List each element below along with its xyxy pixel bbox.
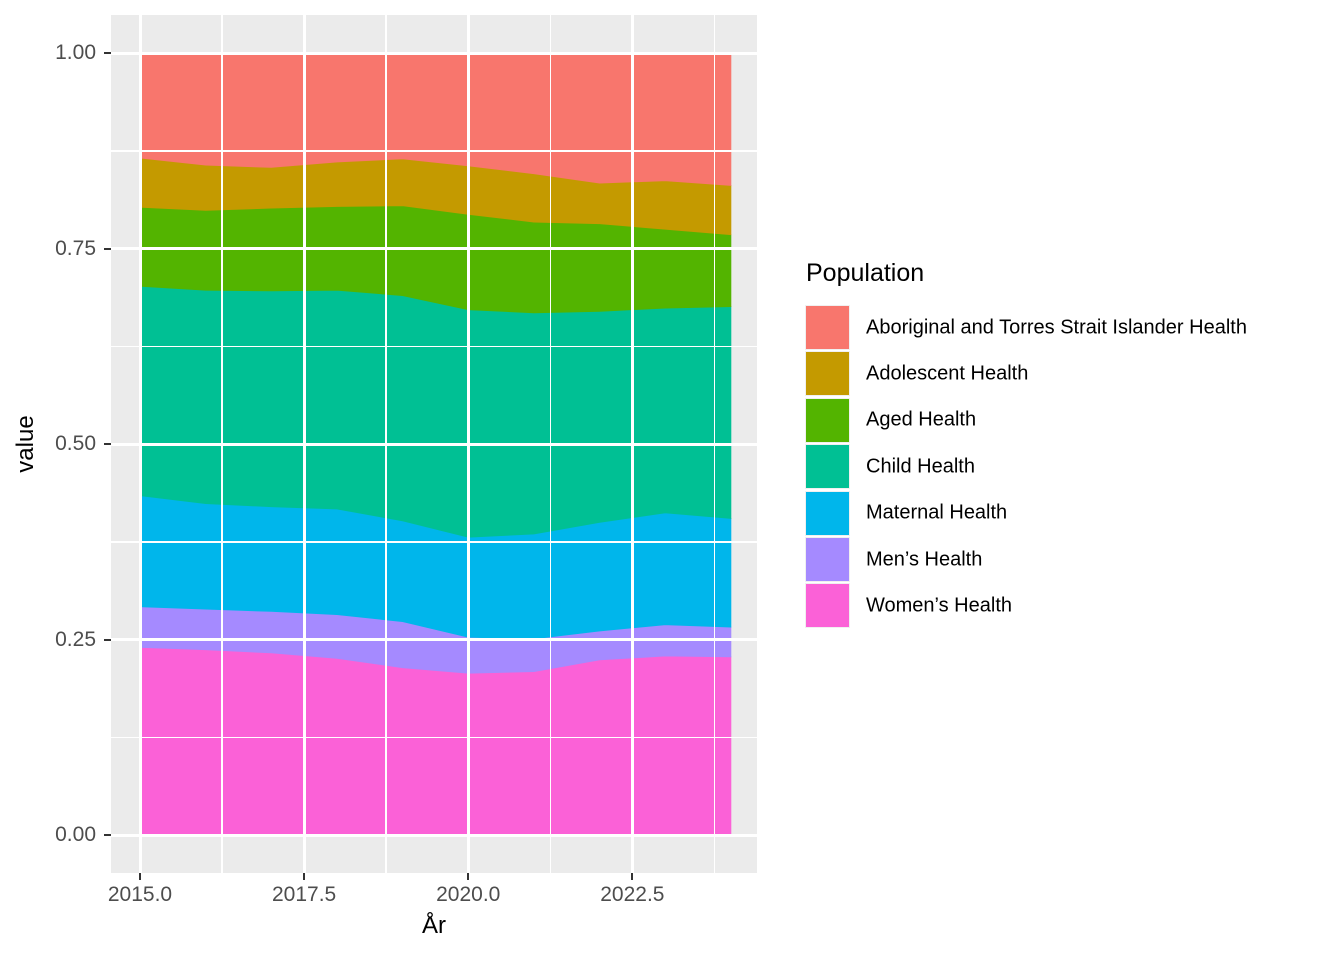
y-axis-tick-mark — [104, 443, 111, 446]
y-axis-tick-mark — [104, 247, 111, 250]
legend-item-label: Aboriginal and Torres Strait Islander He… — [866, 316, 1247, 338]
y-axis-tick-label: 0.00 — [55, 823, 96, 846]
gridline-minor-horizontal — [111, 345, 757, 348]
gridline-major-horizontal — [111, 833, 757, 837]
y-axis-tick-label: 1.00 — [55, 41, 96, 65]
legend-item: Child Health — [806, 445, 1344, 489]
legend-item-label: Women’s Health — [866, 594, 1012, 617]
gridline-minor-horizontal — [111, 736, 757, 739]
y-axis-tick-mark — [104, 52, 111, 55]
gridline-major-vertical — [138, 15, 142, 873]
legend-item: Maternal Health — [806, 491, 1344, 535]
x-axis-tick-mark — [303, 873, 306, 880]
area-layer-child-health — [139, 285, 732, 538]
gridline-major-vertical — [302, 15, 306, 873]
legend-key-swatch-adolescent-health — [806, 352, 849, 396]
legend-key-swatch-women-s-health — [806, 584, 849, 628]
y-axis-tick-mark — [104, 638, 111, 641]
x-axis-title: År — [422, 912, 446, 939]
legend-key-swatch-child-health — [806, 445, 849, 489]
legend-title: Population — [806, 259, 925, 287]
gridline-major-horizontal — [111, 442, 757, 446]
gridline-major-horizontal — [111, 51, 757, 55]
y-axis-tick-mark — [104, 834, 111, 836]
gridline-major-vertical — [466, 15, 470, 873]
legend-item: Adolescent Health — [806, 352, 1344, 396]
gridline-minor-horizontal — [111, 150, 757, 152]
legend-item-label: Aged Health — [866, 408, 977, 431]
x-axis-tick-label: 2020.0 — [436, 883, 501, 906]
legend-item-label: Men’s Health — [866, 548, 983, 570]
gridline-minor-horizontal — [111, 541, 757, 543]
y-axis-tick-label: 0.25 — [55, 627, 96, 651]
y-axis-tick-label: 0.50 — [55, 432, 96, 456]
x-axis-tick-label: 2017.5 — [272, 883, 337, 906]
legend-key-swatch-aged-health — [806, 398, 849, 442]
gridline-major-vertical — [630, 15, 634, 873]
y-axis-tick-label: 0.75 — [55, 236, 96, 260]
legend-item: Aboriginal and Torres Strait Islander He… — [806, 306, 1344, 349]
x-axis-tick-mark — [631, 873, 634, 880]
legend-item-label: Adolescent Health — [866, 362, 1029, 385]
x-axis-tick-label: 2015.0 — [107, 883, 173, 906]
legend-key-swatch-men-s-health — [806, 538, 849, 581]
legend-item-label: Child Health — [866, 455, 975, 478]
legend-item: Men’s Health — [806, 538, 1344, 581]
legend-item: Aged Health — [806, 398, 1344, 442]
plot-panel — [111, 15, 757, 873]
area-chart-svg — [139, 52, 732, 836]
legend-item: Women’s Health — [806, 584, 1344, 628]
gridline-major-horizontal — [111, 247, 757, 251]
legend-key-swatch-maternal-health — [806, 491, 849, 535]
x-axis-tick-mark — [139, 873, 141, 880]
gridline-major-horizontal — [111, 638, 757, 642]
legend-item-label: Maternal Health — [866, 501, 1008, 524]
area-layer-women-s-health — [139, 646, 732, 836]
x-axis-tick-mark — [467, 873, 470, 880]
legend-key-swatch-aboriginal-and-torres-strait-islander-health — [806, 306, 849, 349]
legend: Population Aboriginal and Torres Strait … — [806, 0, 1344, 960]
x-axis-tick-label: 2022.5 — [600, 883, 665, 906]
